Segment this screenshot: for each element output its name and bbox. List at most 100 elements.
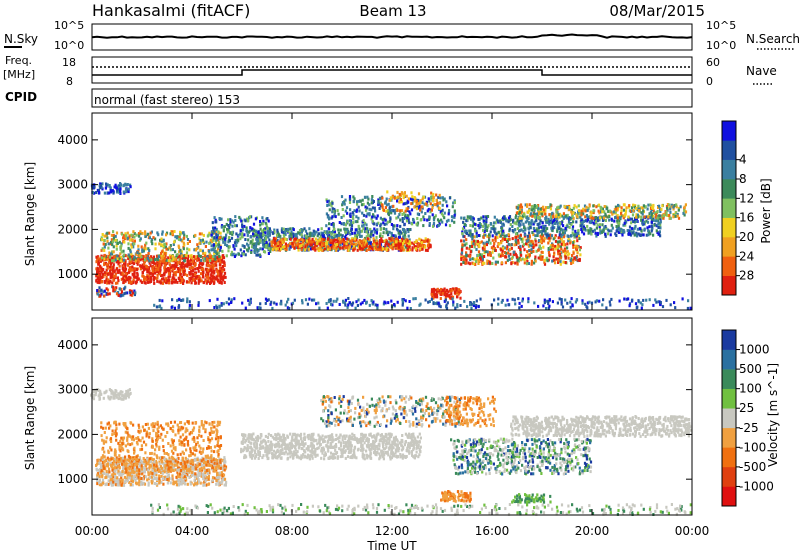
power-cell xyxy=(180,231,183,235)
power-cell xyxy=(657,300,660,304)
power-cell xyxy=(555,210,558,214)
power-cell xyxy=(389,196,392,200)
power-cell xyxy=(469,231,472,235)
power-cell xyxy=(116,276,119,280)
power-cell xyxy=(344,235,347,239)
power-cell xyxy=(370,217,373,221)
power-cell xyxy=(580,221,583,225)
power-cell xyxy=(327,199,331,203)
power-cell xyxy=(381,218,384,222)
power-cell xyxy=(301,299,304,303)
power-cell xyxy=(356,304,359,307)
power-cell xyxy=(383,222,386,226)
power-cell xyxy=(280,238,283,242)
power-cell xyxy=(521,257,524,261)
power-cell xyxy=(156,254,159,258)
power-cell xyxy=(213,251,216,255)
power-cell xyxy=(403,223,406,227)
power-cell xyxy=(102,275,105,279)
power-cell xyxy=(123,287,126,291)
power-cell xyxy=(542,245,545,249)
power-cell xyxy=(133,232,136,235)
power-cell xyxy=(492,221,496,225)
power-cell xyxy=(420,218,423,221)
power-cell xyxy=(567,220,571,224)
power-cell xyxy=(383,247,386,251)
power-cell xyxy=(259,302,262,306)
power-cell xyxy=(149,275,152,279)
power-cell xyxy=(568,217,571,221)
power-cell xyxy=(358,227,361,231)
power-cell xyxy=(127,257,130,260)
power-cell xyxy=(628,204,631,208)
power-cell xyxy=(359,230,362,234)
power-cell xyxy=(371,247,375,251)
power-cell xyxy=(522,243,525,247)
power-cell xyxy=(415,239,418,243)
power-cell xyxy=(100,270,103,274)
power-cell xyxy=(241,224,244,228)
power-cell xyxy=(124,232,127,236)
power-cell xyxy=(393,211,397,215)
power-cell xyxy=(225,233,228,237)
power-cell xyxy=(441,288,444,292)
power-cell xyxy=(461,243,464,247)
power-cell xyxy=(407,234,410,238)
power-cell xyxy=(355,300,358,304)
power-cell xyxy=(163,252,167,256)
power-cell xyxy=(402,240,406,244)
power-cell xyxy=(109,254,112,258)
power-cell xyxy=(120,244,123,248)
power-cell xyxy=(313,241,316,245)
power-cell xyxy=(147,270,150,274)
power-cell xyxy=(570,234,573,238)
power-cell xyxy=(561,230,564,234)
power-cell xyxy=(220,225,223,229)
power-cell xyxy=(483,230,486,233)
power-cell xyxy=(357,216,360,220)
power-cell xyxy=(530,239,533,243)
power-cell xyxy=(441,196,444,200)
power-cell xyxy=(206,255,209,259)
power-cell xyxy=(390,198,393,202)
power-cell xyxy=(194,233,197,237)
power-cell xyxy=(146,257,150,261)
power-cell xyxy=(511,261,514,264)
power-cell xyxy=(450,219,454,223)
power-cell xyxy=(181,256,184,260)
power-cell xyxy=(606,215,609,219)
power-cell xyxy=(478,244,481,248)
power-cell xyxy=(571,214,574,218)
power-cell xyxy=(100,237,104,241)
power-cell xyxy=(357,199,360,203)
power-cell xyxy=(657,232,660,236)
power-cell xyxy=(137,248,140,252)
power-cell xyxy=(128,268,131,272)
power-cell xyxy=(184,272,187,276)
power-cell xyxy=(486,215,490,218)
power-cell xyxy=(173,230,176,233)
power-cell xyxy=(215,220,218,224)
power-cell xyxy=(501,237,504,241)
power-cell xyxy=(628,304,631,308)
power-cell xyxy=(390,299,393,303)
power-cell xyxy=(462,261,465,264)
power-cell xyxy=(532,206,535,210)
power-cell xyxy=(141,266,144,270)
power-cell xyxy=(361,301,364,305)
power-cell xyxy=(278,233,281,237)
power-cell xyxy=(556,206,559,210)
power-cell xyxy=(403,191,406,195)
power-cell xyxy=(276,247,279,250)
power-cell xyxy=(640,306,643,310)
power-cell xyxy=(572,258,575,262)
power-cell xyxy=(106,278,110,282)
power-cell xyxy=(635,215,638,219)
power-cell xyxy=(557,236,560,240)
power-cell xyxy=(106,231,109,235)
power-cell xyxy=(641,218,644,222)
nave-tick-60: 60 xyxy=(706,56,720,69)
power-cell xyxy=(207,277,210,281)
power-cell xyxy=(566,234,569,238)
power-cell xyxy=(350,237,353,241)
